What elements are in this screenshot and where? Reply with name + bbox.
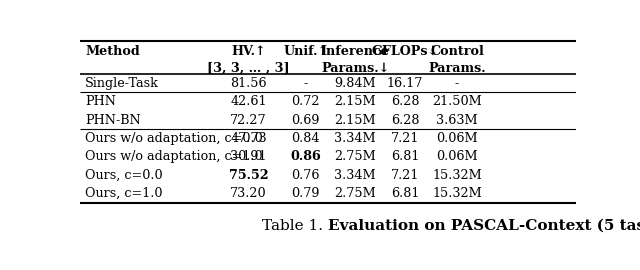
Text: 21.50M: 21.50M: [432, 95, 482, 108]
Text: 2.75M: 2.75M: [335, 150, 376, 163]
Text: Method: Method: [85, 45, 140, 58]
Text: 0.72: 0.72: [291, 95, 320, 108]
Text: 42.61: 42.61: [230, 95, 267, 108]
Text: -: -: [303, 77, 308, 90]
Text: Ours w/o adaptation, c=1.0: Ours w/o adaptation, c=1.0: [85, 150, 262, 163]
Text: 0.76: 0.76: [291, 169, 320, 182]
Text: Ours w/o adaptation, c=0.0: Ours w/o adaptation, c=0.0: [85, 132, 262, 145]
Text: 3.34M: 3.34M: [335, 169, 376, 182]
Text: 15.32M: 15.32M: [432, 169, 482, 182]
Text: 7.21: 7.21: [390, 169, 419, 182]
Text: 0.86: 0.86: [291, 150, 321, 163]
Text: 16.17: 16.17: [387, 77, 423, 90]
Text: 81.56: 81.56: [230, 77, 267, 90]
Text: Control: Control: [430, 45, 484, 58]
Text: 2.15M: 2.15M: [335, 113, 376, 127]
Text: 6.81: 6.81: [390, 150, 419, 163]
Text: 2.15M: 2.15M: [335, 95, 376, 108]
Text: Params.↓: Params.↓: [321, 62, 389, 75]
Text: 47.73: 47.73: [230, 132, 267, 145]
Text: Evaluation on PASCAL-Context (5 tasks).: Evaluation on PASCAL-Context (5 tasks).: [328, 219, 640, 233]
Text: 6.28: 6.28: [390, 95, 419, 108]
Text: 0.06M: 0.06M: [436, 132, 478, 145]
Text: Unif.↑: Unif.↑: [283, 45, 328, 58]
Text: PHN: PHN: [85, 95, 116, 108]
Text: 72.27: 72.27: [230, 113, 267, 127]
Text: 15.32M: 15.32M: [432, 187, 482, 200]
Text: 3.63M: 3.63M: [436, 113, 478, 127]
Text: GFLOPs↓: GFLOPs↓: [371, 45, 438, 58]
Text: 6.81: 6.81: [390, 187, 419, 200]
Text: 30.91: 30.91: [230, 150, 267, 163]
Text: 0.79: 0.79: [291, 187, 320, 200]
Text: 75.52: 75.52: [229, 169, 268, 182]
Text: Ours, c=1.0: Ours, c=1.0: [85, 187, 163, 200]
Text: 2.75M: 2.75M: [335, 187, 376, 200]
Text: Ours, c=0.0: Ours, c=0.0: [85, 169, 163, 182]
Text: Inference: Inference: [321, 45, 390, 58]
Text: 0.84: 0.84: [291, 132, 320, 145]
Text: Table 1.: Table 1.: [262, 219, 328, 233]
Text: 0.06M: 0.06M: [436, 150, 478, 163]
Text: 0.69: 0.69: [291, 113, 320, 127]
Text: 6.28: 6.28: [390, 113, 419, 127]
Text: Single-Task: Single-Task: [85, 77, 159, 90]
Text: 73.20: 73.20: [230, 187, 267, 200]
Text: 3.34M: 3.34M: [335, 132, 376, 145]
Text: HV.↑: HV.↑: [231, 45, 266, 58]
Text: 7.21: 7.21: [390, 132, 419, 145]
Text: [3, 3, … , 3]: [3, 3, … , 3]: [207, 62, 290, 75]
Text: 9.84M: 9.84M: [335, 77, 376, 90]
Text: PHN-BN: PHN-BN: [85, 113, 141, 127]
Text: Params.: Params.: [428, 62, 486, 75]
Text: -: -: [455, 77, 459, 90]
